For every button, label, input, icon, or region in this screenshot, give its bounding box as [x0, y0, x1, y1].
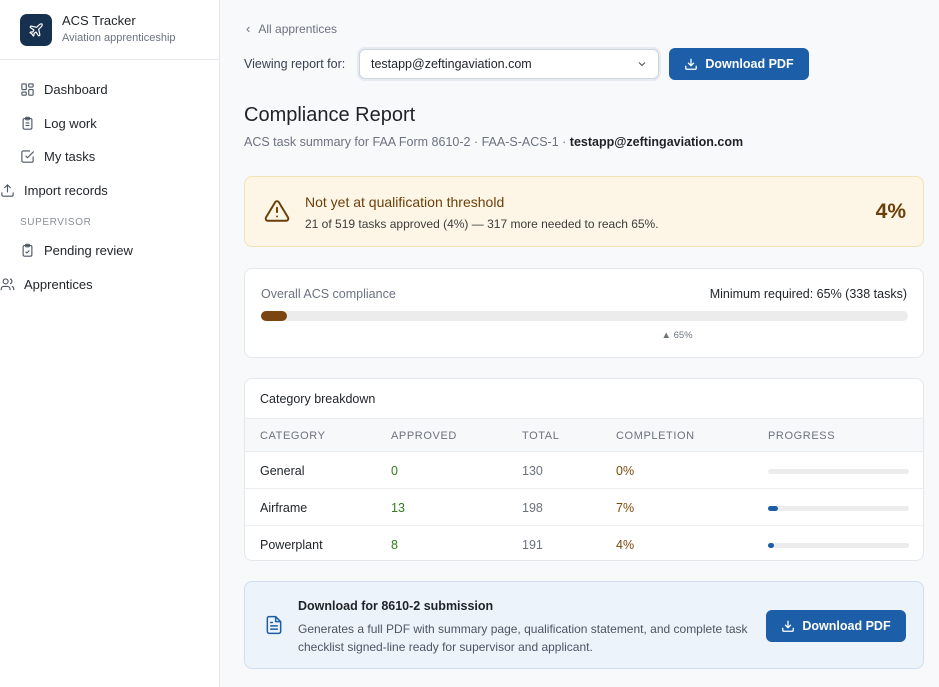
alert-detail: 21 of 519 tasks approved (4%) — 317 more… [305, 217, 659, 231]
download-pdf-button[interactable]: Download PDF [669, 48, 809, 80]
table-header: CATEGORY APPROVED TOTAL COMPLETION PROGR… [245, 418, 923, 452]
overall-progress-fill [261, 311, 287, 321]
column-header-total: TOTAL [522, 430, 560, 442]
upload-icon [1, 183, 14, 197]
viewing-label: Viewing report for: [244, 57, 346, 71]
table-row: Powerplant 8 191 4% [245, 526, 923, 560]
column-header-completion: COMPLETION [616, 430, 695, 442]
page-subtitle-prefix: ACS task summary for FAA Form 8610-2 · F… [244, 135, 570, 149]
overall-compliance-card: Overall ACS compliance Minimum required:… [244, 268, 924, 358]
approved-count: 0 [391, 464, 398, 478]
main-content: ‹ All apprentices Viewing report for: te… [220, 0, 939, 687]
completion-percent: 7% [616, 501, 635, 515]
download-pdf-label: Download PDF [705, 57, 794, 71]
category-progress-bar [768, 543, 909, 548]
download-card-title: Download for 8610-2 submission [298, 599, 494, 613]
sidebar-item-dashboard[interactable]: Dashboard [20, 76, 108, 102]
total-count: 130 [522, 464, 543, 478]
total-count: 191 [522, 538, 543, 552]
chevron-down-icon [636, 58, 648, 73]
sidebar-item-import-records[interactable]: Import records [0, 177, 108, 203]
brand[interactable]: ACS Tracker Aviation apprenticeship [0, 0, 219, 60]
document-icon [264, 614, 284, 641]
clipboard-check-icon [22, 243, 33, 257]
overall-minimum: Minimum required: 65% (338 tasks) [709, 287, 907, 301]
table-row: General 0 130 0% [245, 452, 923, 489]
back-link-label: All apprentices [258, 21, 338, 36]
page-subtitle: ACS task summary for FAA Form 8610-2 · F… [244, 135, 743, 149]
alert-title: Not yet at qualification threshold [305, 194, 505, 210]
column-header-progress: PROGRESS [768, 430, 836, 442]
sidebar: ACS Tracker Aviation apprenticeship Dash… [0, 0, 220, 687]
page-subtitle-email: testapp@zeftingaviation.com [569, 135, 744, 149]
alert-percent: 4% [875, 200, 906, 223]
category-breakdown-title: Category breakdown [260, 392, 376, 406]
sidebar-item-label: Pending review [44, 242, 133, 258]
page-title: Compliance Report [244, 104, 416, 126]
chevron-left-icon: ‹ [246, 21, 251, 36]
approved-count: 8 [391, 538, 398, 552]
overall-label: Overall ACS compliance [261, 287, 396, 301]
completion-percent: 4% [616, 538, 635, 552]
download-submission-card: Download for 8610-2 submission Generates… [244, 581, 924, 669]
category-name: General [260, 464, 305, 478]
approved-count: 13 [391, 501, 405, 515]
threshold-alert: Not yet at qualification threshold 21 of… [244, 176, 924, 247]
completion-percent: 0% [616, 464, 635, 478]
sidebar-item-label: My tasks [44, 148, 96, 164]
users-icon [0, 277, 15, 290]
download-card-text: Generates a full PDF with summary page, … [298, 622, 748, 654]
download-pdf-button-secondary[interactable]: Download PDF [766, 610, 906, 642]
plane-icon [20, 13, 52, 46]
sidebar-item-label: Import records [24, 182, 108, 198]
app-title: ACS Tracker [62, 13, 136, 28]
sidebar-section-supervisor: SUPERVISOR [20, 217, 92, 228]
category-name: Powerplant [260, 538, 323, 552]
download-icon [782, 620, 795, 632]
category-progress-fill [768, 506, 778, 511]
app-subtitle: Aviation apprenticeship [62, 32, 176, 44]
check-square-icon [21, 149, 35, 163]
sidebar-item-my-tasks[interactable]: My tasks [20, 143, 95, 169]
apprentice-select[interactable]: testapp@zeftingaviation.com [359, 49, 659, 79]
clipboard-icon [22, 116, 33, 130]
sidebar-item-label: Apprentices [24, 276, 93, 292]
category-progress-bar [768, 506, 909, 511]
total-count: 198 [522, 501, 543, 515]
download-icon [685, 58, 698, 70]
download-pdf-label: Download PDF [802, 619, 891, 633]
apprentice-select-value: testapp@zeftingaviation.com [371, 57, 532, 71]
category-breakdown-card: Category breakdown CATEGORY APPROVED TOT… [244, 378, 924, 561]
category-progress-bar [768, 469, 909, 474]
sidebar-item-label: Log work [44, 115, 97, 131]
category-progress-fill [768, 543, 774, 548]
back-link[interactable]: ‹ All apprentices [246, 21, 337, 36]
column-header-category: CATEGORY [260, 430, 326, 442]
table-row: Airframe 13 198 7% [245, 489, 923, 526]
warning-icon [263, 198, 291, 229]
threshold-marker: ▲ 65% [661, 330, 693, 341]
sidebar-item-apprentices[interactable]: Apprentices [0, 271, 93, 297]
column-header-approved: APPROVED [391, 430, 457, 442]
sidebar-item-log-work[interactable]: Log work [20, 110, 97, 136]
overall-progress-track [261, 311, 908, 321]
sidebar-item-label: Dashboard [44, 81, 108, 97]
sidebar-item-pending-review[interactable]: Pending review [20, 237, 133, 263]
grid-icon [21, 82, 34, 96]
category-name: Airframe [260, 501, 308, 515]
